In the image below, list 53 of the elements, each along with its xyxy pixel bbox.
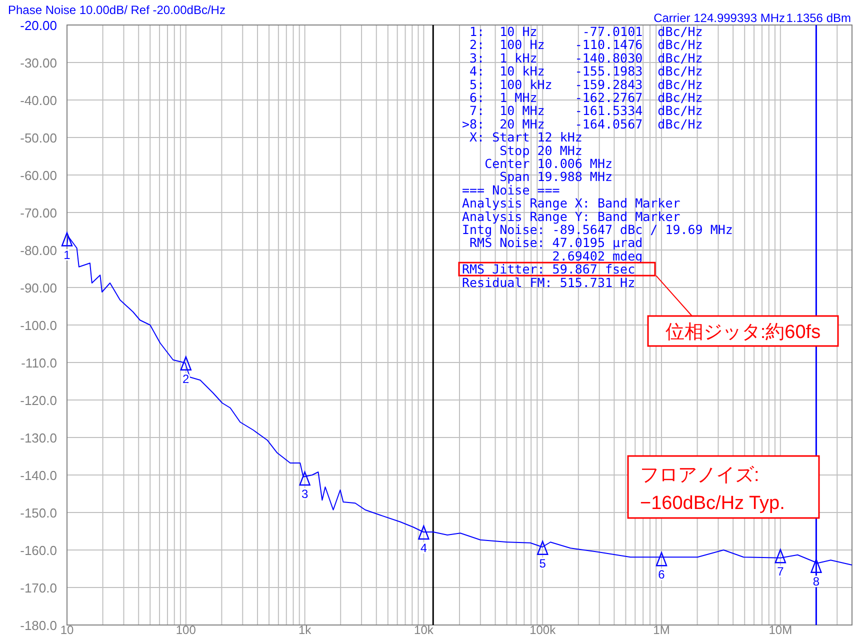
x-tick-label: 1M <box>653 623 670 637</box>
annotation: === Noise === <box>462 182 560 198</box>
annotation: Stop 20 MHz <box>462 142 582 158</box>
y-tick-label: -130.0 <box>20 430 57 446</box>
annotation: 2: 100 Hz -110.1476 dBc/Hz <box>462 37 703 52</box>
x-tick-label: 100 <box>176 623 196 637</box>
y-tick-label: -140.0 <box>20 468 57 483</box>
y-tick-label: -20.00 <box>20 18 57 33</box>
annotation: RMS Jitter: 59.867 fsec <box>462 262 636 277</box>
y-tick-label: -50.00 <box>20 130 57 146</box>
y-tick-label: -90.00 <box>20 280 57 296</box>
annotation: >8: 20 MHz -164.0567 dBc/Hz <box>462 116 703 132</box>
y-tick-label: -100.0 <box>20 318 57 333</box>
annotation: Residual FM: 515.731 Hz <box>462 274 636 290</box>
annotation: 2 <box>182 372 190 386</box>
annotation: 7 <box>777 564 784 579</box>
x-tick-label: 10M <box>768 623 792 637</box>
annotation: Center 10.006 MHz <box>462 156 613 171</box>
annotation: 7: 10 MHz -161.5334 dBc/Hz <box>462 103 703 118</box>
y-tick-label: -110.0 <box>21 356 57 370</box>
y-tick-label: -70.00 <box>20 206 57 220</box>
annotation: 4: 10 kHz -155.1983 dBc/Hz <box>462 64 703 79</box>
annotation: 位相ジッタ:約60fs <box>665 322 821 343</box>
y-tick-label: -30.00 <box>20 56 57 70</box>
annotation: X: Start 12 kHz <box>462 130 582 145</box>
y-tick-label: -160.0 <box>20 543 57 558</box>
annotation: 1.1356 dBm <box>786 11 851 25</box>
annotation: フロアノイズ: −160dBc/Hz Typ. <box>640 465 785 514</box>
annotation: 2.69402 mdeg <box>462 248 643 264</box>
annotation: 6: 1 MHz -162.2767 dBc/Hz <box>462 90 703 105</box>
annotation: 1: 10 Hz -77.0101 dBc/Hz <box>462 24 703 39</box>
annotation: 3: 1 kHz -140.8030 dBc/Hz <box>462 50 703 66</box>
y-tick-label: -180.0 <box>20 618 57 633</box>
y-tick-label: -120.0 <box>20 393 57 408</box>
annotation: Span 19.988 MHz <box>462 169 613 184</box>
annotation: Analysis Range X: Band Marker <box>462 196 681 211</box>
annotation: 6 <box>658 568 666 582</box>
chart-title: Phase Noise 10.00dB/ Ref -20.00dBc/Hz <box>8 3 226 17</box>
y-tick-label: -60.00 <box>20 168 57 183</box>
annotation: 5 <box>539 556 546 570</box>
annotation: 1 <box>64 248 71 262</box>
x-tick-label: 100k <box>530 623 557 637</box>
y-tick-label: -170.0 <box>20 580 57 596</box>
annotation: Carrier 124.999393 MHz <box>654 11 785 25</box>
x-tick-label: 1k <box>298 623 312 637</box>
x-tick-label: 10k <box>414 623 434 637</box>
x-tick-label: 10 <box>60 623 74 637</box>
y-tick-label: -40.00 <box>20 93 57 108</box>
annotation: 3 <box>301 487 308 501</box>
annotation: 4 <box>420 541 428 555</box>
y-tick-label: -80.00 <box>20 243 57 258</box>
y-tick-label: -150.0 <box>20 506 57 520</box>
annotation: 5: 100 kHz -159.2843 dBc/Hz <box>462 76 703 92</box>
